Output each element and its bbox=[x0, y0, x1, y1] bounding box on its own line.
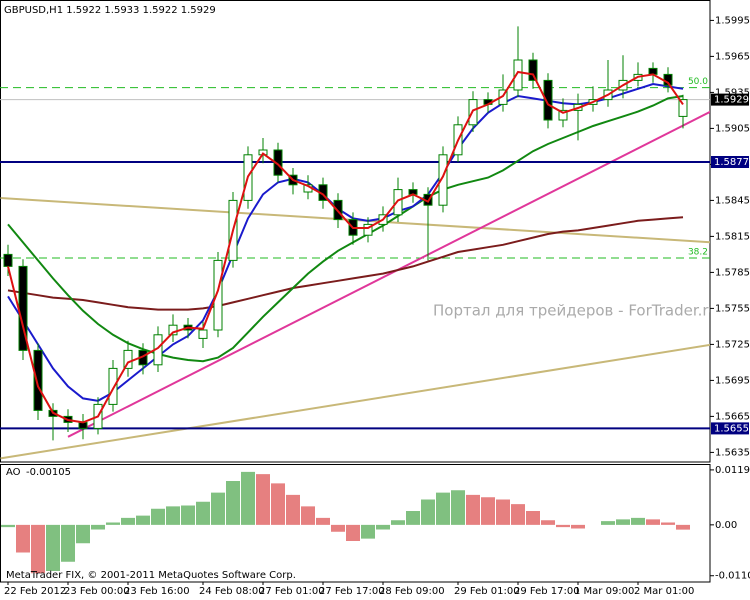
candle-body bbox=[3, 253, 13, 267]
x-tick-label: 23 Feb 16:00 bbox=[124, 586, 190, 597]
moving-average bbox=[7, 216, 684, 311]
x-tick-label: 22 Feb 2012 bbox=[4, 586, 66, 597]
footer: MetaTrader FIX, © 2001-2011 MetaQuotes S… bbox=[6, 570, 296, 581]
main-plot: Портал для трейдеров - ForTrader.ru 50.0… bbox=[0, 26, 718, 460]
trendline bbox=[0, 343, 710, 460]
indicator-name: AO bbox=[6, 467, 21, 478]
candle-body bbox=[558, 109, 568, 121]
price-box bbox=[711, 93, 749, 106]
axes: GBPUSD,H1 1.5922 1.5933 1.5922 1.5929 AO… bbox=[4, 5, 750, 597]
candle-body bbox=[108, 367, 118, 405]
price-box-label: 1.5655 bbox=[714, 423, 749, 434]
x-tick-label: 27 Feb 01:00 bbox=[259, 586, 325, 597]
moving-average bbox=[7, 82, 684, 402]
candle-body bbox=[363, 223, 373, 236]
x-tick-label: 29 Feb 01:00 bbox=[454, 586, 520, 597]
watermark: Портал для трейдеров - ForTrader.ru bbox=[433, 302, 718, 320]
candle-body bbox=[543, 79, 553, 121]
y-tick-label: -0.01104 bbox=[715, 571, 750, 582]
x-tick-label: 24 Feb 08:00 bbox=[199, 586, 265, 597]
y-tick-label: 1.5995 bbox=[715, 15, 750, 26]
y-tick-label: 1.5725 bbox=[715, 339, 750, 350]
candle-body bbox=[198, 329, 208, 339]
candle-body bbox=[678, 99, 688, 117]
candle-body bbox=[513, 59, 523, 91]
price-box-label: 1.5877 bbox=[714, 157, 749, 168]
fib-label: 38.2 bbox=[688, 248, 708, 258]
x-tick-label: 1 Mar 09:00 bbox=[574, 586, 634, 597]
x-tick-label: 2 Mar 01:00 bbox=[634, 586, 694, 597]
price-box-label: 1.5929 bbox=[714, 95, 749, 106]
y-tick-label: 1.5905 bbox=[715, 123, 750, 134]
y-tick-label: 1.5785 bbox=[715, 267, 750, 278]
candle-body bbox=[168, 324, 178, 336]
price-box bbox=[711, 422, 749, 435]
trendline bbox=[67, 110, 710, 438]
ao-plot bbox=[1, 471, 690, 574]
y-tick-label: 1.5935 bbox=[715, 87, 750, 98]
indicator-value: -0.00105 bbox=[26, 467, 71, 478]
candle-body bbox=[393, 189, 403, 216]
moving-average bbox=[7, 95, 684, 363]
y-tick-label: 1.5695 bbox=[715, 375, 750, 386]
y-tick-label: 1.5635 bbox=[715, 447, 750, 458]
x-tick-label: 23 Feb 00:00 bbox=[64, 586, 130, 597]
y-tick-label: 1.5845 bbox=[715, 195, 750, 206]
candle-body bbox=[213, 259, 223, 331]
candle-body bbox=[528, 59, 538, 81]
y-tick-label: 1.5755 bbox=[715, 303, 750, 314]
moving-average bbox=[7, 70, 684, 424]
y-tick-label: 0.00 bbox=[715, 520, 737, 531]
candle-body bbox=[438, 154, 448, 206]
chart-title: GBPUSD,H1 1.5922 1.5933 1.5922 1.5929 bbox=[4, 5, 216, 16]
candle-body bbox=[33, 349, 43, 411]
y-tick-label: 1.5965 bbox=[715, 51, 750, 62]
price-box bbox=[711, 156, 749, 168]
x-tick-label: 28 Feb 09:00 bbox=[379, 586, 445, 597]
y-tick-label: 1.5665 bbox=[715, 411, 750, 422]
y-tick-label: 0.01192 bbox=[715, 465, 750, 476]
x-tick-label: 27 Feb 17:00 bbox=[319, 586, 385, 597]
x-tick-label: 29 Feb 17:00 bbox=[514, 586, 580, 597]
y-tick-label: 1.5815 bbox=[715, 231, 750, 242]
fib-label: 50.0 bbox=[688, 77, 708, 87]
candle-body bbox=[123, 349, 133, 369]
